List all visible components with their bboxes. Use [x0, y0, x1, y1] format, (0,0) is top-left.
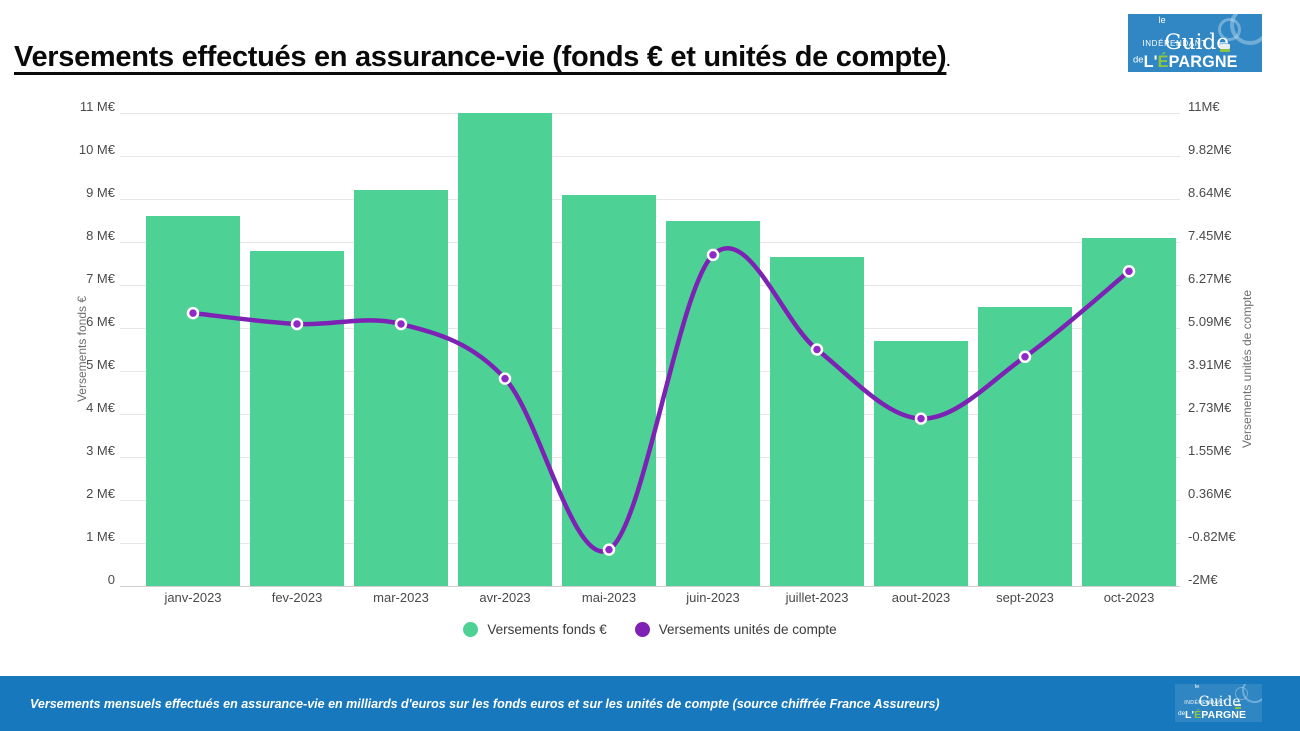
x-axis-tick: fev-2023: [271, 590, 323, 605]
x-axis-tick: juillet-2023: [785, 590, 849, 605]
y-axis-tick-right: 0.36M€: [1188, 486, 1232, 501]
bar-mai-2023: [562, 194, 656, 586]
x-axis-tick: oct-2023: [1103, 590, 1155, 605]
guide-epargne-logo: le Guide INDÉPENDANT deL'ÉPARGNE: [1128, 14, 1262, 72]
legend-label: Versements unités de compte: [658, 622, 837, 637]
x-axis-tick: mar-2023: [373, 590, 429, 605]
x-axis-tick: aout-2023: [891, 590, 951, 605]
bar-oct-2023: [1082, 237, 1176, 586]
y-axis-tick-left: 7 M€: [86, 271, 115, 286]
x-axis-tick: sept-2023: [996, 590, 1054, 605]
y-axis-tick-left: 11 M€: [79, 99, 115, 114]
y-axis-tick-left: 1 M€: [86, 529, 115, 544]
bar-avr-2023: [458, 113, 552, 586]
bar-juin-2023: [666, 220, 760, 586]
logo-mini-mark: [1234, 703, 1242, 710]
bar-mar-2023: [354, 190, 448, 586]
y-axis-tick-right: 6.27M€: [1188, 271, 1232, 286]
y-axis-title-right: Versements unités de compte: [1240, 289, 1254, 448]
y-axis-tick-left: 6 M€: [86, 314, 115, 329]
logo-circle-decoration: [1218, 18, 1241, 41]
footer-bar: Versements mensuels effectués en assuran…: [0, 676, 1300, 731]
legend-swatch: [634, 622, 650, 637]
y-axis-tick-right: 3.91M€: [1188, 357, 1232, 372]
y-axis-title-left: Versements fonds €: [75, 295, 89, 402]
y-axis-tick-left: 10 M€: [78, 142, 115, 157]
bar-fev-2023: [250, 250, 344, 586]
legend-item: Versements fonds €: [463, 622, 607, 637]
y-axis-tick-right: 8.64M€: [1188, 185, 1232, 200]
guide-epargne-logo-small: le Guide INDÉPENDANT deL'ÉPARGNE: [1174, 684, 1262, 722]
gridline: [120, 586, 1180, 587]
x-axis-tick: mai-2023: [581, 590, 637, 605]
y-axis-tick-left: 0: [107, 572, 115, 587]
y-axis-tick-right: 9.82M€: [1188, 142, 1232, 157]
bar-janv-2023: [146, 216, 240, 586]
bar-aout-2023: [874, 340, 968, 586]
y-axis-tick-right: -2M€: [1188, 572, 1218, 587]
logo-independant: INDÉPENDANT: [1142, 39, 1207, 48]
logo-le: le: [1158, 15, 1166, 26]
legend-item: Versements unités de compte: [634, 622, 837, 637]
page-title: Versements effectués en assurance-vie (f…: [14, 41, 950, 74]
y-axis-tick-left: 3 M€: [86, 443, 115, 458]
y-axis-tick-right: 2.73M€: [1188, 400, 1232, 415]
y-axis-tick-right: -0.82M€: [1188, 529, 1236, 544]
gridline: [120, 113, 1180, 114]
y-axis-tick-right: 5.09M€: [1188, 314, 1232, 329]
x-axis-tick: janv-2023: [164, 590, 222, 605]
logo-mini-mark: [1220, 44, 1231, 53]
y-axis-tick-left: 5 M€: [86, 357, 115, 372]
logo-epargne: deL'ÉPARGNE: [1133, 52, 1238, 71]
x-axis-tick: juin-2023: [686, 590, 740, 605]
title-period: .: [946, 53, 950, 70]
y-axis-tick-right: 1.55M€: [1188, 443, 1232, 458]
chart-caption: Versements mensuels effectués en assuran…: [30, 696, 940, 711]
bar-sept-2023: [978, 306, 1072, 586]
bar-juillet-2023: [770, 257, 864, 586]
chart-legend: Versements fonds € Versements unités de c…: [0, 622, 1300, 637]
legend-label: Versements fonds €: [487, 622, 607, 637]
x-axis-tick: avr-2023: [479, 590, 531, 605]
y-axis-tick-left: 9 M€: [86, 185, 115, 200]
gridline: [120, 156, 1180, 157]
y-axis-tick-left: 2 M€: [86, 486, 115, 501]
y-axis-tick-right: 11M€: [1188, 99, 1220, 114]
logo-circle-decoration: [1235, 686, 1249, 700]
legend-swatch: [463, 622, 479, 637]
logo-guide: Guide: [1164, 30, 1229, 56]
y-axis-tick-left: 8 M€: [86, 228, 115, 243]
y-axis-tick-right: 7.45M€: [1188, 228, 1232, 243]
y-axis-tick-left: 4 M€: [86, 400, 115, 415]
